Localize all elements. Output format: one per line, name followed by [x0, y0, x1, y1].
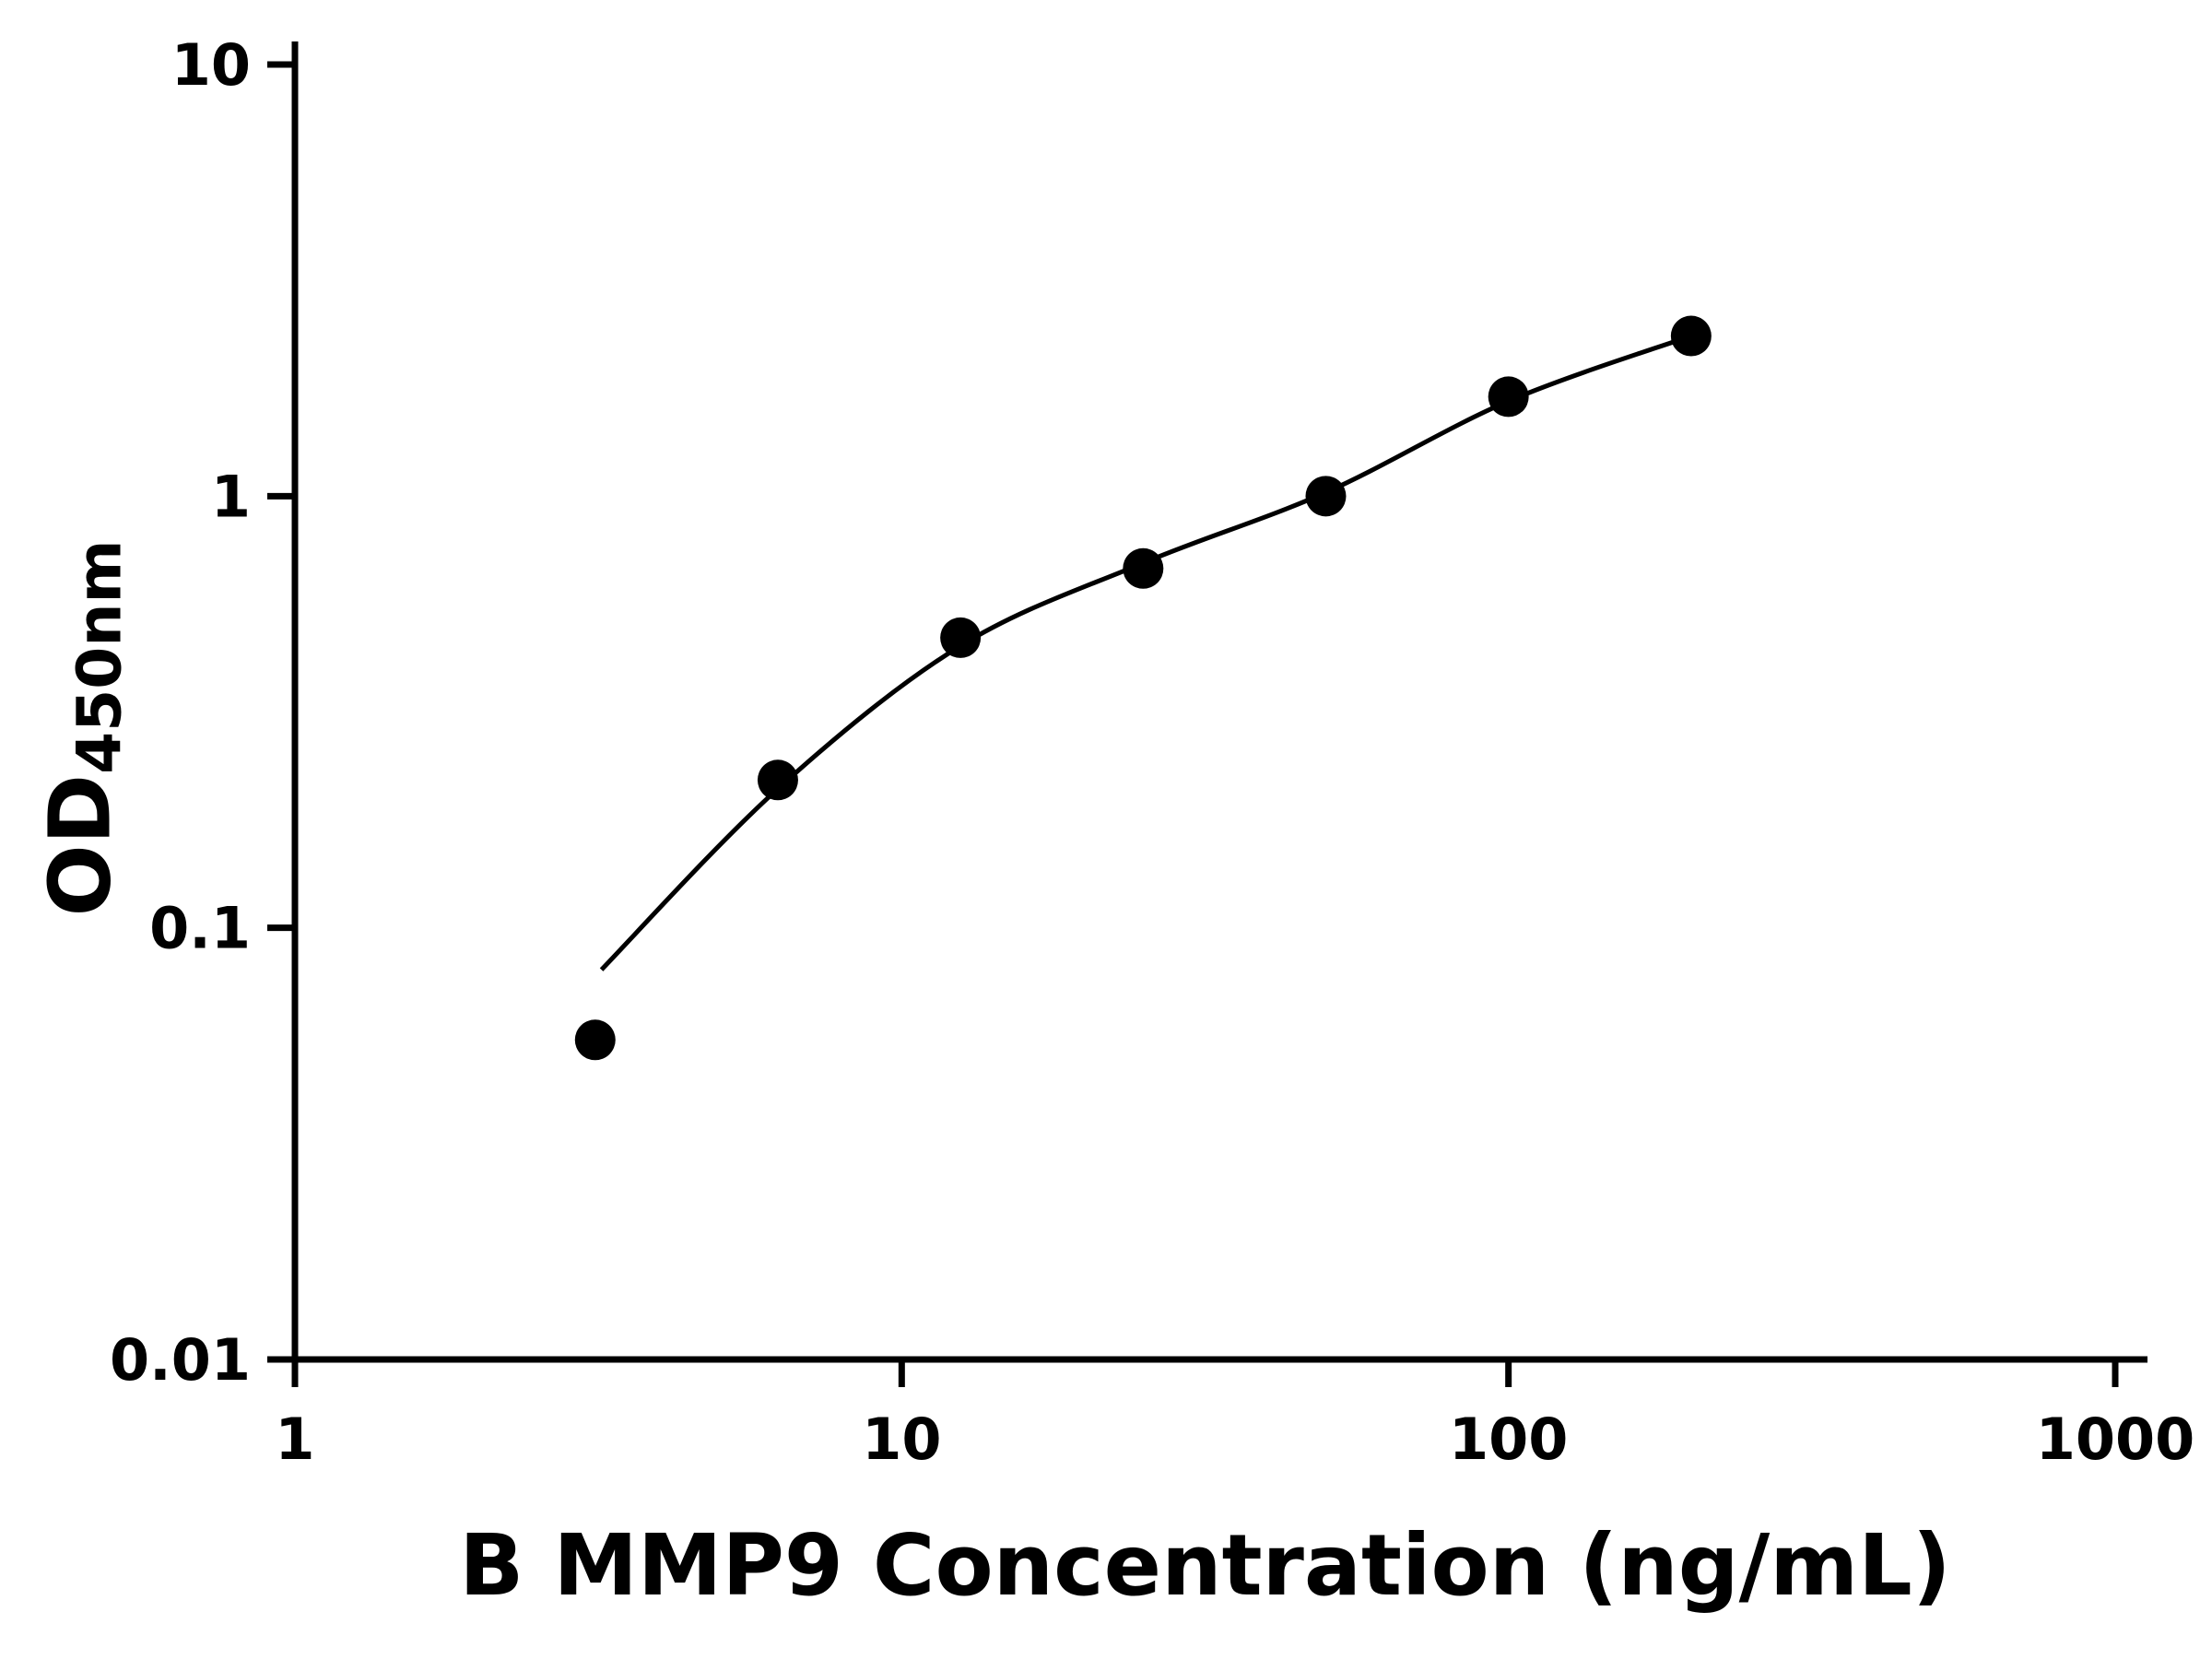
fit-curve [599, 334, 1692, 971]
data-point [1670, 315, 1712, 357]
data-point [1488, 376, 1529, 418]
y-axis-tick-label: 10 [171, 31, 251, 99]
data-point [757, 759, 798, 801]
data-point [1123, 547, 1164, 589]
y-axis-tick-label: 1 [211, 463, 251, 530]
data-point [1305, 476, 1347, 517]
y-axis-label-subscript: 450nm [64, 539, 135, 774]
x-axis-tick-label: 10 [862, 1406, 941, 1473]
data-point [574, 1019, 616, 1061]
y-axis-tick-label: 0.1 [149, 895, 251, 962]
y-axis-tick-label: 0.01 [110, 1326, 251, 1394]
y-axis-label-main: OD [30, 773, 130, 917]
x-axis-label: B MMP9 Concentration (ng/mL) [459, 1516, 1951, 1615]
x-axis-tick-label: 1 [275, 1406, 314, 1473]
x-axis-tick-label: 100 [1449, 1406, 1568, 1473]
y-axis-label: OD450nm [31, 539, 135, 916]
x-axis-tick-label: 1000 [2036, 1406, 2195, 1473]
data-point [940, 617, 982, 658]
